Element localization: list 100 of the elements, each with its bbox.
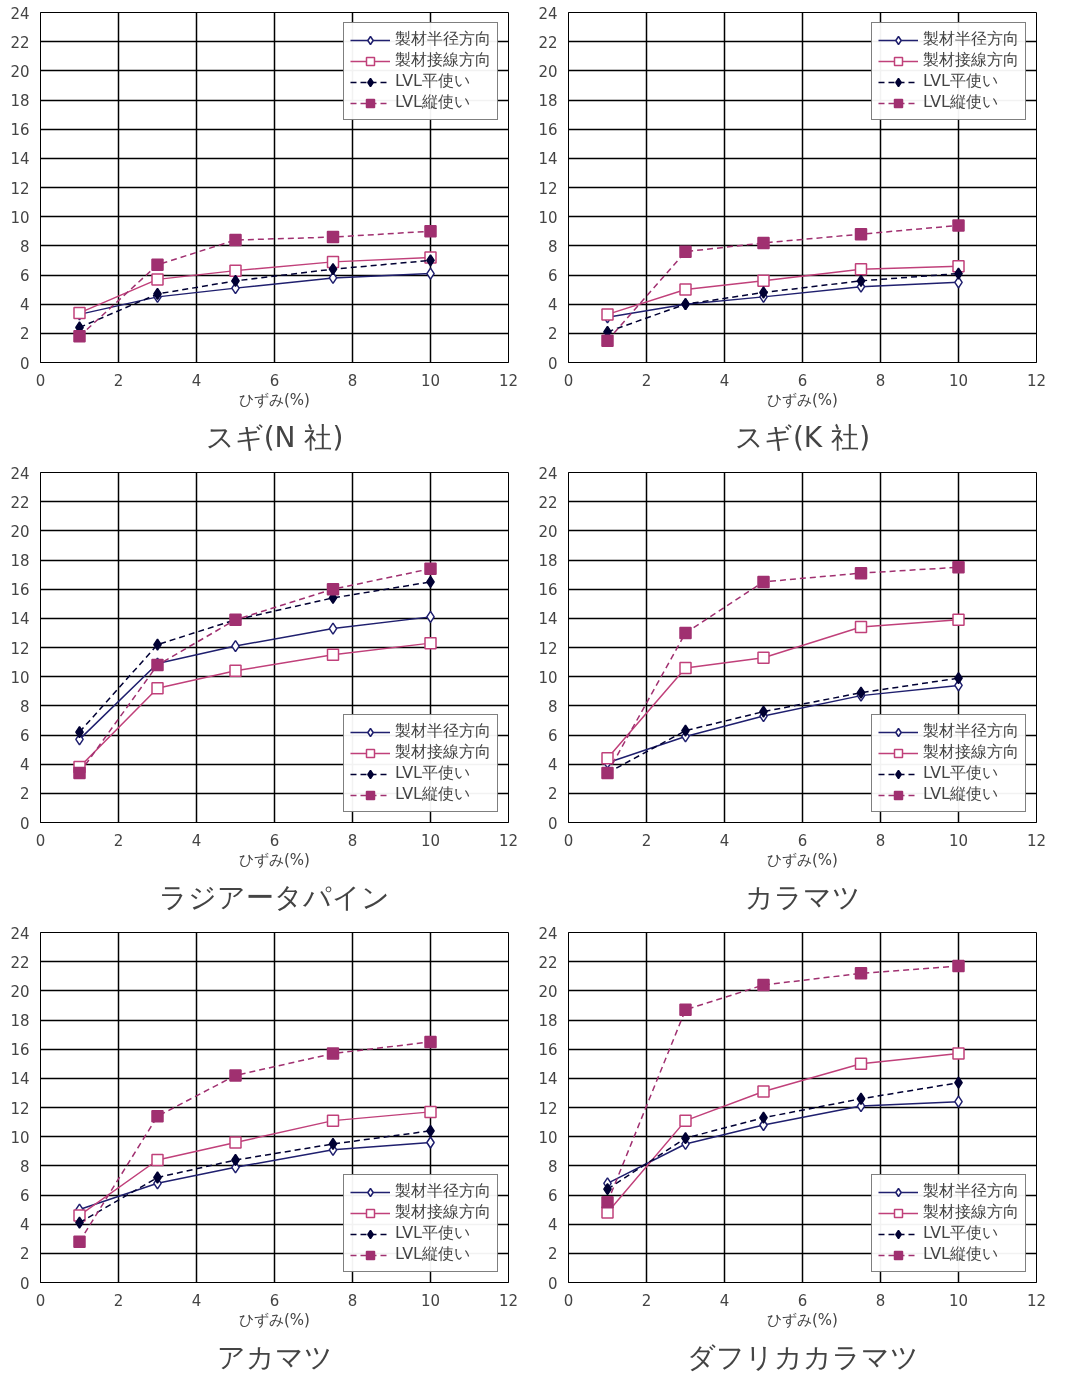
y-tick-label: 12 — [538, 1099, 558, 1118]
legend-label: LVL平使い — [923, 1223, 999, 1244]
x-tick-label: 0 — [563, 371, 574, 390]
x-tick-label: 10 — [420, 831, 441, 850]
legend-label: 製材半径方向 — [395, 1181, 491, 1202]
legend-label: 製材半径方向 — [923, 721, 1019, 742]
y-tick-label: 4 — [547, 756, 558, 775]
y-tick-label: 2 — [19, 1245, 30, 1264]
text: スギ(K 社) — [734, 420, 871, 454]
x-tick-label: 2 — [113, 371, 124, 390]
x-tick-label: 8 — [347, 831, 358, 850]
y-tick-label: 18 — [538, 1012, 558, 1030]
y-tick-label: 8 — [547, 237, 558, 256]
legend-label: LVL平使い — [395, 71, 471, 92]
legend-label: 製材半径方向 — [923, 29, 1019, 50]
x-tick-label: 0 — [35, 831, 46, 850]
x-tick-label: 6 — [797, 831, 808, 850]
x-tick-label: 6 — [269, 831, 280, 850]
x-tick-label: 6 — [797, 1291, 808, 1310]
x-tick-label: 4 — [191, 831, 202, 850]
x-tick-label: 10 — [948, 371, 969, 390]
x-tick-label: 8 — [875, 1291, 886, 1310]
x-tick-label: 12 — [498, 371, 519, 390]
y-tick-label: 22 — [538, 953, 558, 972]
y-tick-label: 12 — [10, 1099, 30, 1118]
y-tick-label: 20 — [10, 982, 30, 1001]
y-tick-label: 12 — [538, 639, 558, 658]
legend-label: 製材半径方向 — [395, 29, 491, 50]
y-tick-label: 20 — [538, 522, 558, 541]
y-tick-label: 24 — [538, 464, 558, 483]
y-tick-label: 0 — [19, 354, 30, 373]
x-axis-title: ひずみ(%) — [767, 850, 838, 869]
y-tick-label: 4 — [19, 296, 30, 315]
x-tick-label: 8 — [347, 1291, 358, 1310]
x-tick-label: 0 — [35, 371, 46, 390]
y-tick-label: 20 — [538, 62, 558, 81]
x-tick-label: 10 — [948, 831, 969, 850]
x-tick-label: 8 — [875, 371, 886, 390]
y-tick-label: 0 — [547, 814, 558, 833]
x-tick-label: 6 — [269, 371, 280, 390]
y-tick-label: 4 — [547, 296, 558, 315]
legend-label: LVL縦使い — [923, 1244, 999, 1265]
x-tick-label: 0 — [563, 831, 574, 850]
x-tick-label: 12 — [1026, 371, 1047, 390]
y-tick-label: 0 — [547, 354, 558, 373]
y-tick-label: 14 — [538, 610, 558, 629]
x-tick-label: 6 — [797, 371, 808, 390]
legend-label: 製材接線方向 — [395, 1202, 491, 1223]
legend-label: LVL縦使い — [395, 1244, 471, 1265]
legend-label: LVL縦使い — [395, 784, 471, 805]
y-tick-label: 2 — [19, 785, 30, 804]
y-tick-label: 6 — [19, 727, 30, 745]
x-tick-label: 12 — [498, 1291, 519, 1310]
y-tick-label: 16 — [538, 581, 558, 600]
legend-label: LVL縦使い — [395, 92, 471, 113]
y-tick-label: 6 — [547, 267, 558, 285]
y-tick-label: 8 — [19, 697, 30, 716]
x-tick-label: 10 — [948, 1291, 969, 1310]
y-tick-label: 2 — [547, 325, 558, 344]
y-tick-label: 18 — [538, 92, 558, 110]
y-tick-label: 10 — [538, 1128, 558, 1147]
y-tick-label: 20 — [10, 522, 30, 541]
x-tick-label: 4 — [719, 831, 730, 850]
y-tick-label: 0 — [19, 814, 30, 833]
y-tick-label: 8 — [19, 1157, 30, 1176]
y-tick-label: 6 — [19, 1187, 30, 1205]
y-tick-label: 14 — [538, 1070, 558, 1089]
legend-label: 製材半径方向 — [395, 721, 491, 742]
y-tick-label: 18 — [10, 552, 30, 570]
legend-label: LVL平使い — [395, 763, 471, 784]
y-tick-label: 14 — [538, 150, 558, 169]
y-tick-label: 8 — [547, 697, 558, 716]
x-tick-label: 4 — [191, 371, 202, 390]
x-tick-label: 12 — [1026, 831, 1047, 850]
y-tick-label: 24 — [10, 924, 30, 943]
x-tick-label: 0 — [563, 1291, 574, 1310]
legend-label: 製材接線方向 — [395, 742, 491, 763]
y-tick-label: 16 — [10, 1041, 30, 1060]
y-tick-label: 4 — [547, 1216, 558, 1235]
x-tick-label: 4 — [191, 1291, 202, 1310]
y-tick-label: 22 — [538, 33, 558, 52]
y-tick-label: 0 — [19, 1274, 30, 1293]
y-tick-label: 24 — [538, 4, 558, 23]
y-tick-label: 0 — [547, 1274, 558, 1293]
y-tick-label: 16 — [538, 121, 558, 140]
y-tick-label: 2 — [19, 325, 30, 344]
x-axis-title: ひずみ(%) — [767, 390, 838, 409]
x-tick-label: 2 — [113, 1291, 124, 1310]
text: スギ(N 社) — [205, 420, 344, 454]
x-tick-label: 0 — [35, 1291, 46, 1310]
y-tick-label: 20 — [10, 62, 30, 81]
y-tick-label: 6 — [19, 267, 30, 285]
legend-label: LVL縦使い — [923, 92, 999, 113]
x-tick-label: 8 — [875, 831, 886, 850]
legend-label: LVL平使い — [923, 763, 999, 784]
x-tick-label: 4 — [719, 371, 730, 390]
y-tick-label: 6 — [547, 1187, 558, 1205]
y-tick-label: 10 — [10, 668, 30, 687]
y-tick-label: 14 — [10, 1070, 30, 1089]
y-tick-label: 4 — [19, 1216, 30, 1235]
